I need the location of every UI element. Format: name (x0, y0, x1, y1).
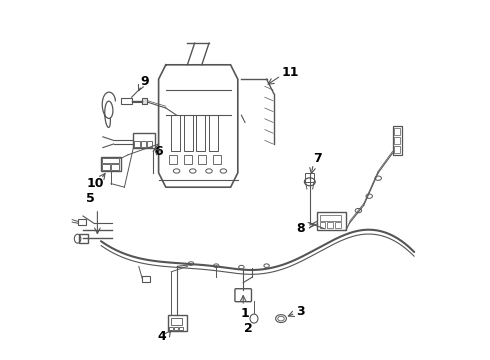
Bar (121, 98, 132, 104)
Bar (198, 155, 206, 164)
Text: 1: 1 (241, 307, 249, 320)
Bar (327, 222, 333, 228)
Bar (171, 318, 182, 325)
Bar (169, 327, 172, 330)
Bar (147, 141, 152, 147)
Bar (319, 222, 325, 228)
Bar (394, 146, 400, 153)
Bar (143, 276, 149, 282)
Bar (171, 115, 180, 151)
Bar (394, 137, 400, 144)
Bar (305, 173, 314, 182)
Bar (170, 155, 177, 164)
Bar (143, 98, 147, 104)
Text: 10: 10 (87, 177, 104, 190)
Bar (111, 164, 120, 170)
Bar (77, 219, 86, 225)
Text: 3: 3 (296, 305, 305, 318)
Text: 5: 5 (86, 192, 95, 205)
Bar (209, 115, 218, 151)
Bar (79, 234, 88, 243)
Bar (141, 141, 146, 147)
Bar (184, 155, 192, 164)
Bar (101, 157, 121, 171)
Bar (134, 141, 140, 147)
Text: 7: 7 (313, 152, 321, 165)
Bar (392, 126, 402, 155)
Text: 8: 8 (296, 222, 305, 235)
Bar (213, 155, 220, 164)
Bar (196, 115, 205, 151)
Text: 11: 11 (281, 66, 299, 78)
Text: 4: 4 (158, 330, 167, 343)
Bar (319, 215, 341, 221)
Bar (184, 115, 193, 151)
Bar (174, 327, 178, 330)
Text: 9: 9 (140, 75, 148, 87)
Bar (102, 158, 120, 163)
Bar (168, 315, 187, 331)
Bar (133, 133, 155, 148)
Bar (317, 212, 346, 230)
Bar (394, 128, 400, 135)
Text: 2: 2 (244, 322, 253, 335)
Bar (179, 327, 183, 330)
Bar (335, 222, 341, 228)
Bar (102, 164, 110, 170)
Text: 6: 6 (154, 145, 163, 158)
